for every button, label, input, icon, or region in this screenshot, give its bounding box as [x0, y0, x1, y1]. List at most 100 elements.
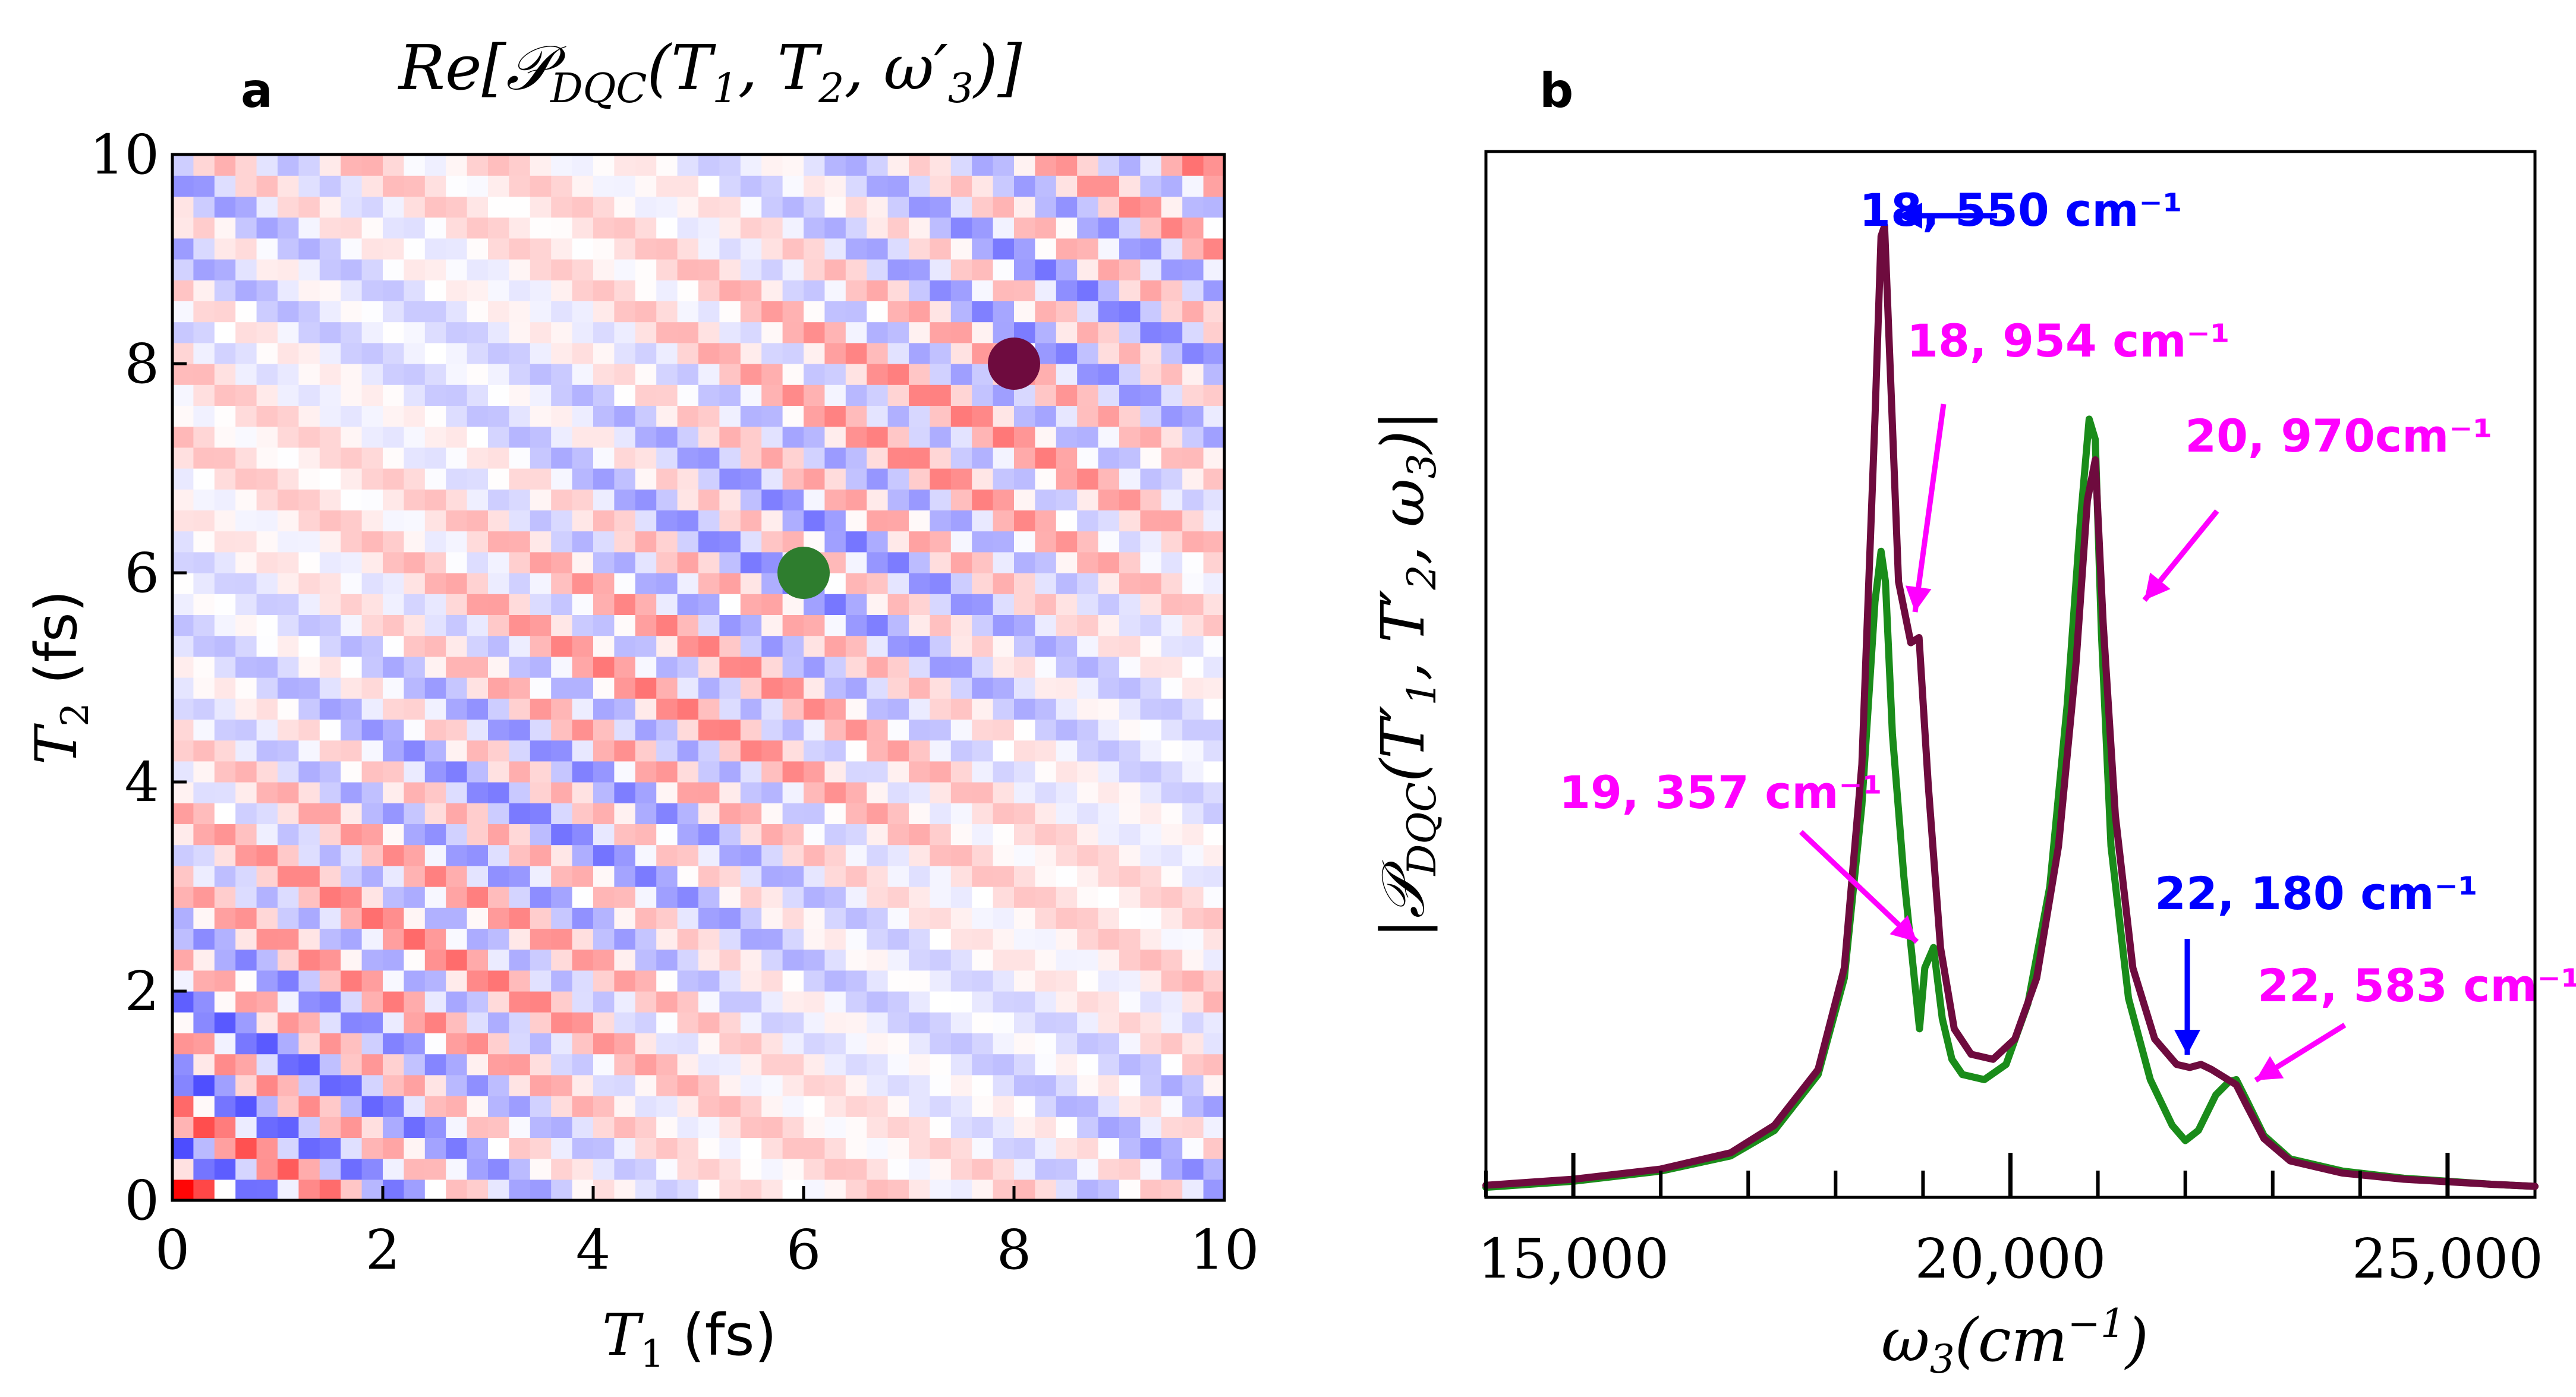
- heatmap-cell: [361, 280, 383, 301]
- heatmap-cell: [593, 698, 615, 720]
- heatmap-cell: [909, 154, 930, 176]
- heatmap-cell: [404, 405, 426, 427]
- heatmap-cell: [698, 175, 720, 197]
- heatmap-cell: [193, 426, 215, 448]
- heatmap-cell: [235, 824, 257, 846]
- annotation-arrowhead: [1890, 915, 1917, 942]
- heatmap-cell: [383, 196, 404, 218]
- heatmap-cell: [1098, 468, 1120, 490]
- heatmap-cell: [446, 782, 468, 803]
- heatmap-cell: [278, 1012, 299, 1033]
- heatmap-cell: [1182, 1074, 1204, 1096]
- heatmap-cell: [551, 280, 573, 301]
- heatmap-cell: [593, 677, 615, 699]
- heatmap-cell: [719, 1012, 741, 1033]
- heatmap-cell: [235, 238, 257, 260]
- heatmap-cell: [572, 991, 594, 1013]
- heatmap-cell: [509, 907, 531, 929]
- heatmap-cell: [488, 510, 509, 532]
- heatmap-cell: [572, 1179, 594, 1201]
- heatmap-cell: [1014, 1033, 1035, 1055]
- heatmap-cell: [845, 405, 867, 427]
- heatmap-cell: [572, 761, 594, 783]
- heatmap-cell: [972, 531, 994, 553]
- heatmap-cell: [214, 719, 236, 741]
- heatmap-cell: [467, 907, 489, 929]
- heatmap-cell: [467, 405, 489, 427]
- heatmap-cell: [909, 782, 930, 803]
- heatmap-cell: [930, 1096, 952, 1117]
- heatmap-cell: [1077, 949, 1099, 971]
- heatmap-cell: [530, 677, 552, 699]
- heatmap-cell: [761, 1096, 783, 1117]
- heatmap-cell: [361, 426, 383, 448]
- heatmap-cell: [614, 573, 636, 594]
- heatmap-cell: [530, 573, 552, 594]
- heatmap-cell: [930, 991, 952, 1013]
- heatmap-cell: [467, 1033, 489, 1055]
- heatmap-cell: [467, 698, 489, 720]
- heatmap-cell: [404, 384, 426, 406]
- heatmap-cell: [972, 573, 994, 594]
- heatmap-cell: [424, 321, 446, 343]
- heatmap-cell: [635, 1117, 657, 1138]
- heatmap-cell: [172, 510, 194, 532]
- heatmap-cell: [361, 614, 383, 636]
- heatmap-cell: [782, 887, 804, 908]
- heatmap-cell: [1140, 698, 1162, 720]
- heatmap-cell: [424, 238, 446, 260]
- heatmap-cell: [446, 321, 468, 343]
- heatmap-cell: [509, 384, 531, 406]
- heatmap-cell: [887, 1158, 909, 1180]
- heatmap-cell: [509, 321, 531, 343]
- heatmap-cell: [1098, 342, 1120, 364]
- heatmap-cell: [467, 1096, 489, 1117]
- heatmap-cell: [256, 321, 278, 343]
- heatmap-cell: [950, 594, 972, 615]
- heatmap-cell: [172, 844, 194, 866]
- heatmap-cell: [867, 551, 889, 573]
- heatmap-cell: [740, 405, 762, 427]
- heatmap-cell: [319, 321, 341, 343]
- heatmap-cell: [804, 949, 825, 971]
- heatmap-cell: [677, 1096, 699, 1117]
- heatmap-cell: [256, 384, 278, 406]
- heatmap-cell: [887, 761, 909, 783]
- heatmap-cell: [887, 698, 909, 720]
- heatmap-cell: [193, 677, 215, 699]
- heatmap-cell: [361, 1158, 383, 1180]
- heatmap-cell: [424, 154, 446, 176]
- heatmap-cell: [446, 844, 468, 866]
- heatmap-cell: [404, 865, 426, 887]
- heatmap-cell: [1182, 342, 1204, 364]
- heatmap-cell: [551, 1117, 573, 1138]
- heatmap-cell: [214, 928, 236, 950]
- heatmap-cell: [446, 887, 468, 908]
- heatmap-cell: [593, 1158, 615, 1180]
- heatmap-cell: [1203, 844, 1225, 866]
- heatmap-cell: [467, 594, 489, 615]
- heatmap-cell: [1203, 1074, 1225, 1096]
- heatmap-cell: [319, 217, 341, 239]
- heatmap-cell: [256, 698, 278, 720]
- heatmap-cell: [319, 342, 341, 364]
- heatmap-cell: [1056, 949, 1078, 971]
- heatmap-cell: [740, 489, 762, 510]
- heatmap-cell: [488, 301, 509, 323]
- heatmap-cell: [383, 510, 404, 532]
- heatmap-cell: [235, 698, 257, 720]
- heatmap-cell: [1035, 844, 1057, 866]
- heatmap-cell: [530, 698, 552, 720]
- heatmap-cell: [319, 175, 341, 197]
- heatmap-cell: [740, 761, 762, 783]
- heatmap-cell: [424, 865, 446, 887]
- heatmap-cell: [887, 865, 909, 887]
- heatmap-cell: [172, 803, 194, 824]
- heatmap-cell: [1077, 259, 1099, 280]
- heatmap-cell: [719, 824, 741, 846]
- heatmap-cell: [404, 364, 426, 385]
- heatmap-cell: [235, 426, 257, 448]
- heatmap-cell: [1182, 1179, 1204, 1201]
- heatmap-cell: [383, 1012, 404, 1033]
- heatmap-cell: [214, 510, 236, 532]
